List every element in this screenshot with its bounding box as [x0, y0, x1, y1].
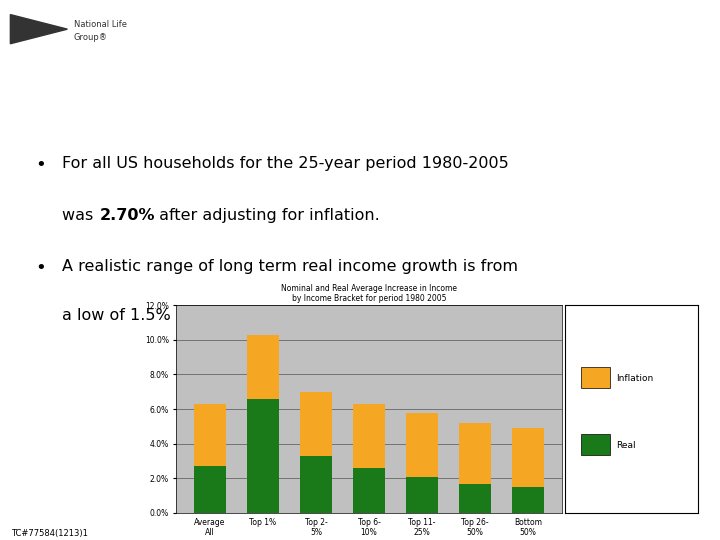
Bar	[300, 392, 332, 456]
Text: National Life: National Life	[73, 20, 127, 29]
Bar	[353, 468, 385, 513]
Bar	[581, 434, 611, 455]
Bar	[459, 423, 491, 483]
Bar	[459, 483, 491, 513]
Bar	[300, 456, 332, 513]
Text: Group®: Group®	[73, 33, 108, 42]
Bar	[247, 335, 279, 399]
Text: Real: Real	[616, 441, 636, 450]
Bar	[512, 487, 544, 513]
Bar	[353, 404, 385, 468]
Text: For all US households for the 25-year period 1980-2005: For all US households for the 25-year pe…	[62, 156, 509, 171]
Text: Inflation: Inflation	[616, 374, 653, 383]
Title: Nominal and Real Average Increase in Income
by Income Bracket for period 1980 20: Nominal and Real Average Increase in Inc…	[281, 284, 457, 303]
Text: TC#77584(1213)1: TC#77584(1213)1	[11, 529, 88, 538]
Bar	[194, 466, 226, 513]
Bar	[194, 404, 226, 466]
Bar	[406, 413, 438, 477]
Bar	[406, 477, 438, 513]
Text: •: •	[35, 259, 46, 278]
Bar	[581, 367, 611, 388]
Text: •: •	[35, 156, 46, 174]
Text: A realistic range of long term real income growth is from: A realistic range of long term real inco…	[62, 259, 518, 274]
Text: a low of 1.5% to a high of 6.5% per year.: a low of 1.5% to a high of 6.5% per year…	[62, 308, 390, 323]
Text: after adjusting for inflation.: after adjusting for inflation.	[153, 207, 379, 222]
Polygon shape	[10, 15, 68, 44]
Text: 2.70%: 2.70%	[99, 207, 155, 222]
Bar	[512, 428, 544, 487]
Text: Annual Income Growth Rate: Annual Income Growth Rate	[96, 85, 624, 118]
Text: was: was	[62, 207, 99, 222]
Bar	[247, 399, 279, 513]
